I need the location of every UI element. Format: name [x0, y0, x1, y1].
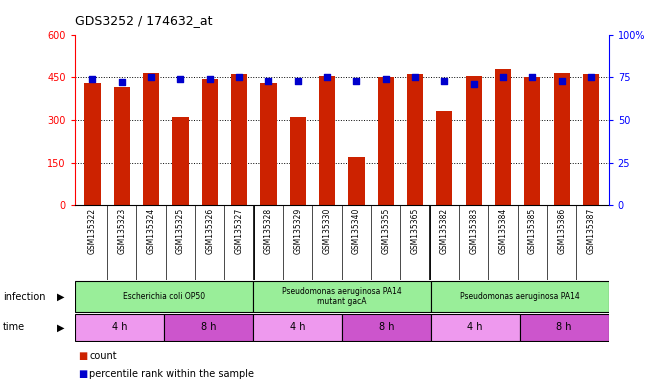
Point — [586, 74, 596, 80]
Text: ■: ■ — [78, 369, 87, 379]
Text: GSM135326: GSM135326 — [205, 208, 214, 254]
Bar — [253, 313, 342, 341]
Text: 4 h: 4 h — [467, 322, 483, 333]
Bar — [519, 313, 609, 341]
Bar — [319, 76, 335, 205]
Point — [527, 74, 538, 80]
Text: ▶: ▶ — [57, 291, 65, 302]
Text: GSM135385: GSM135385 — [528, 208, 537, 254]
Bar — [231, 74, 247, 205]
Point — [439, 78, 450, 84]
Bar — [407, 74, 423, 205]
Bar — [85, 83, 100, 205]
Text: 8 h: 8 h — [378, 322, 394, 333]
Point — [322, 74, 332, 80]
Bar — [164, 313, 253, 341]
Text: GSM135365: GSM135365 — [411, 208, 420, 254]
Point — [234, 74, 244, 80]
Text: GDS3252 / 174632_at: GDS3252 / 174632_at — [75, 14, 212, 27]
Text: infection: infection — [3, 291, 46, 302]
Point — [146, 74, 156, 80]
Point — [204, 76, 215, 82]
Text: count: count — [89, 351, 117, 361]
Bar — [114, 87, 130, 205]
Text: GSM135340: GSM135340 — [352, 208, 361, 254]
Bar — [143, 73, 159, 205]
Point — [292, 78, 303, 84]
Point — [381, 76, 391, 82]
Point — [410, 74, 421, 80]
Text: Pseudomonas aeruginosa PA14: Pseudomonas aeruginosa PA14 — [460, 292, 579, 301]
Text: GSM135382: GSM135382 — [440, 208, 449, 254]
Text: Pseudomonas aeruginosa PA14
mutant gacA: Pseudomonas aeruginosa PA14 mutant gacA — [282, 287, 402, 306]
Text: 4 h: 4 h — [111, 322, 127, 333]
Text: GSM135327: GSM135327 — [234, 208, 243, 254]
Text: GSM135324: GSM135324 — [146, 208, 156, 254]
Bar — [342, 313, 431, 341]
Text: GSM135323: GSM135323 — [117, 208, 126, 254]
Text: GSM135322: GSM135322 — [88, 208, 97, 254]
Bar — [75, 313, 164, 341]
Text: Escherichia coli OP50: Escherichia coli OP50 — [123, 292, 205, 301]
Text: ■: ■ — [78, 351, 87, 361]
Bar — [524, 77, 540, 205]
Bar — [431, 313, 519, 341]
Point — [263, 78, 273, 84]
Bar — [554, 73, 570, 205]
Point — [175, 76, 186, 82]
Point — [352, 78, 362, 84]
Bar — [75, 281, 253, 312]
Bar — [202, 79, 218, 205]
Text: GSM135387: GSM135387 — [587, 208, 596, 254]
Text: GSM135355: GSM135355 — [381, 208, 390, 254]
Text: GSM135328: GSM135328 — [264, 208, 273, 254]
Text: 8 h: 8 h — [201, 322, 216, 333]
Point — [469, 81, 479, 87]
Bar — [348, 157, 365, 205]
Point — [87, 76, 98, 82]
Text: percentile rank within the sample: percentile rank within the sample — [89, 369, 254, 379]
Text: ▶: ▶ — [57, 322, 65, 333]
Text: GSM135329: GSM135329 — [294, 208, 302, 254]
Text: 4 h: 4 h — [290, 322, 305, 333]
Point — [498, 74, 508, 80]
Bar — [495, 69, 511, 205]
Bar — [260, 83, 277, 205]
Bar — [431, 281, 609, 312]
Text: time: time — [3, 322, 25, 333]
Text: GSM135383: GSM135383 — [469, 208, 478, 254]
Bar — [253, 281, 431, 312]
Bar — [465, 76, 482, 205]
Text: 8 h: 8 h — [557, 322, 572, 333]
Text: GSM135325: GSM135325 — [176, 208, 185, 254]
Text: GSM135386: GSM135386 — [557, 208, 566, 254]
Text: GSM135330: GSM135330 — [323, 208, 331, 254]
Bar — [583, 74, 599, 205]
Bar — [378, 77, 394, 205]
Point — [557, 78, 567, 84]
Bar — [436, 111, 452, 205]
Text: GSM135384: GSM135384 — [499, 208, 508, 254]
Point — [117, 79, 127, 86]
Bar — [290, 117, 306, 205]
Bar — [173, 117, 189, 205]
